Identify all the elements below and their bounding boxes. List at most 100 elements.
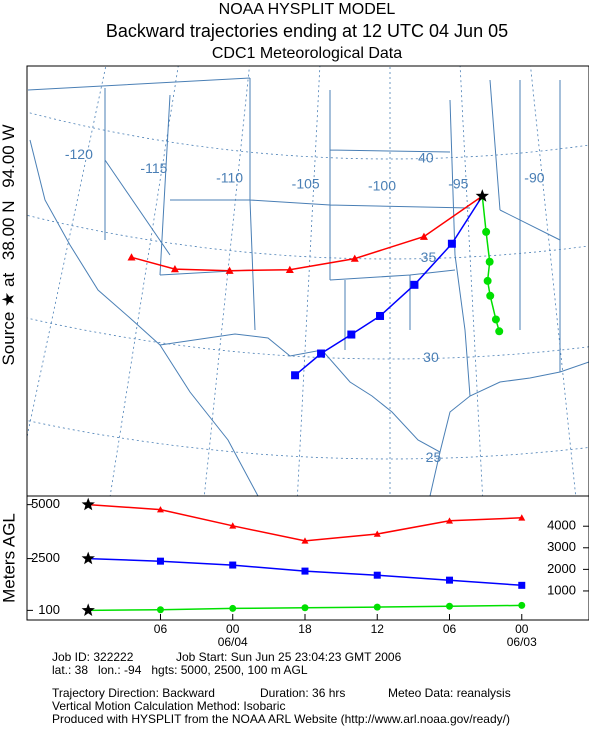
x-tick-label: 00 (515, 622, 529, 636)
marker (495, 327, 504, 336)
border (159, 333, 441, 496)
marker (446, 576, 454, 584)
marker (373, 530, 381, 537)
marker (410, 280, 419, 289)
marker (301, 604, 309, 612)
marker (156, 506, 164, 513)
data-source: CDC1 Meteorological Data (212, 45, 402, 62)
marker (373, 603, 381, 611)
marker (317, 349, 326, 358)
coastline (29, 139, 259, 496)
y2-tick-label: 1000 (547, 582, 576, 597)
marker (229, 522, 237, 529)
y-tick-label: 100 (38, 602, 60, 617)
marker (347, 330, 356, 339)
marker (482, 227, 491, 236)
state-lines (27, 77, 561, 397)
source-star (81, 497, 95, 511)
title: NOAA HYSPLIT MODEL (219, 1, 396, 18)
marker (225, 266, 234, 274)
marker (156, 606, 164, 614)
grid-line (27, 420, 589, 460)
y-tick-label: 2500 (31, 550, 60, 565)
marker (373, 571, 381, 579)
marker (156, 557, 164, 565)
marker (485, 257, 494, 266)
footer-line: Produced with HYSPLIT from the NOAA ARL … (52, 712, 510, 726)
footer-line: Job ID: 322222 (52, 650, 134, 664)
marker (447, 239, 456, 248)
marker (518, 601, 526, 609)
grid-line (27, 111, 589, 160)
source-star (81, 551, 95, 565)
x-tick-label: 06 (443, 622, 457, 636)
source-lat: 38.00 N (0, 201, 18, 261)
lon-label: -115 (140, 160, 167, 176)
footer: Job ID: 322222 Job Start: Sun Jun 25 23:… (52, 650, 511, 726)
grid-line (203, 66, 250, 496)
marker (127, 253, 136, 261)
footer-line: Duration: 36 hrs (260, 686, 345, 700)
source-star (81, 603, 95, 616)
subtitle: Backward trajectories ending at 12 UTC 0… (106, 21, 508, 41)
source-prefix: Source ★ at (0, 273, 18, 366)
height-frame (26, 495, 589, 621)
lon-label: -90 (524, 170, 544, 186)
lon-label: -120 (65, 146, 93, 162)
lon-label: -105 (292, 176, 320, 192)
x-date-label: 06/04 (218, 635, 248, 649)
marker (491, 315, 500, 324)
lon-label: -110 (216, 170, 243, 186)
grid-line (27, 66, 107, 439)
lat-label: 40 (418, 149, 434, 165)
marker (285, 265, 294, 273)
source-star (475, 189, 489, 202)
lon-label: -95 (448, 176, 468, 192)
grid-line (297, 66, 321, 496)
footer-line: Trajectory Direction: Backward (52, 686, 215, 700)
marker (446, 602, 454, 610)
x-tick-label: 12 (371, 622, 385, 636)
footer-line: Vertical Motion Calculation Method: Isob… (52, 699, 285, 713)
marker (301, 537, 309, 544)
marker (446, 517, 454, 524)
map-frame (26, 65, 589, 497)
lat-label: 35 (421, 249, 437, 265)
marker (301, 567, 309, 575)
source-lon: 94.00 W (0, 124, 18, 187)
marker (229, 561, 237, 569)
x-tick-label: 06 (154, 622, 168, 636)
y-tick-label: 5000 (31, 496, 60, 511)
y-axis-label: Meters AGL (0, 513, 18, 603)
footer-line: Job Start: Sun Jun 25 23:04:23 GMT 2006 (176, 650, 402, 664)
grid-line (27, 317, 589, 360)
marker (229, 604, 237, 612)
source-label: Source ★ at 38.00 N 94.00 W (0, 124, 18, 365)
marker (419, 232, 428, 240)
y2-tick-label: 2000 (547, 561, 576, 576)
footer-line: lat.: 38 lon.: -94 hgts: 5000, 2500, 100… (52, 663, 308, 677)
x-date-label: 06/03 (507, 635, 537, 649)
grid-line (109, 66, 179, 496)
x-tick-label: 18 (298, 622, 312, 636)
marker (518, 514, 526, 521)
marker (483, 276, 492, 285)
lon-label: -100 (368, 178, 396, 194)
marker (291, 371, 300, 380)
marker (518, 581, 526, 589)
marker (486, 291, 495, 300)
grid-line (459, 66, 483, 496)
marker (350, 254, 359, 262)
grid-line (27, 214, 589, 260)
lat-label: 30 (423, 349, 439, 365)
marker (376, 311, 385, 320)
y2-tick-label: 4000 (547, 518, 576, 533)
marker (170, 265, 179, 273)
footer-line: Meteo Data: reanalysis (388, 686, 511, 700)
gulf-coast (439, 361, 589, 453)
height-line (88, 503, 522, 542)
x-tick-label: 00 (226, 622, 240, 636)
y2-tick-label: 3000 (547, 539, 576, 554)
